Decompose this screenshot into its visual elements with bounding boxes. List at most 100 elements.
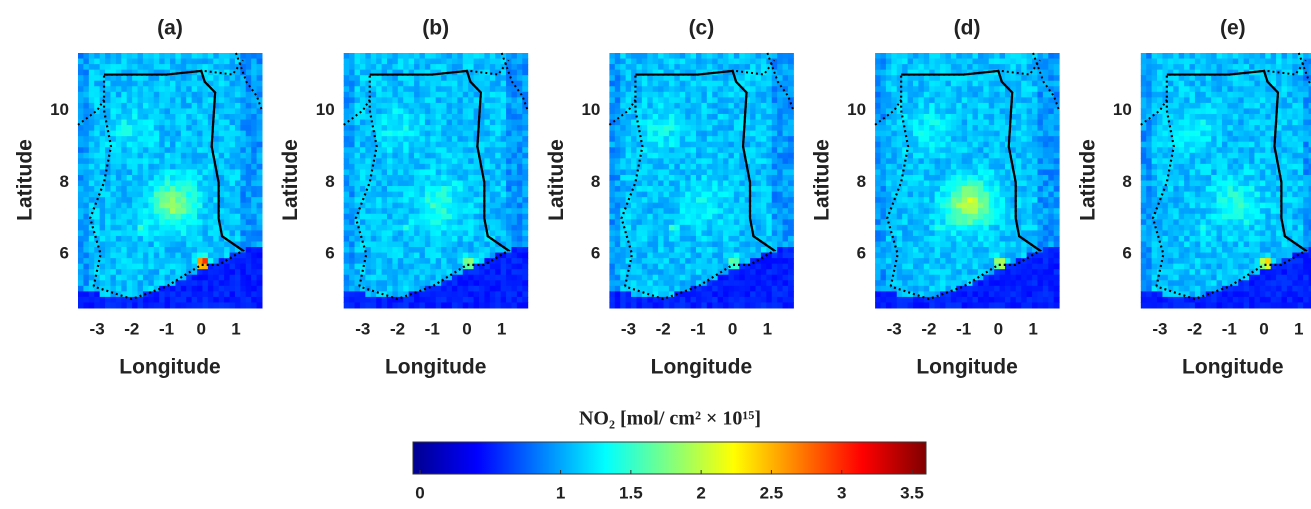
heat-cell [230, 230, 236, 236]
heat-cell [419, 225, 425, 231]
heat-cell [891, 92, 897, 98]
heat-cell [230, 164, 236, 170]
heat-cell [664, 108, 670, 114]
heat-cell [881, 208, 887, 214]
heat-cell [707, 208, 713, 214]
heat-cell [246, 158, 252, 164]
heat-cell [181, 75, 187, 81]
heat-cell [723, 86, 729, 92]
heat-cell [734, 286, 740, 292]
heat-cell [517, 253, 523, 259]
heat-cell [463, 247, 469, 253]
heat-cell [371, 264, 377, 270]
heat-cell [707, 230, 713, 236]
heat-cell [240, 236, 246, 242]
heat-cell [897, 247, 903, 253]
heat-cell [691, 64, 697, 70]
heat-cell [620, 269, 626, 275]
heat-cell [100, 247, 106, 253]
heat-cell [110, 203, 116, 209]
heat-cell [436, 103, 442, 109]
heat-cell [202, 241, 208, 247]
heat-cell [609, 103, 615, 109]
heat-cell [777, 147, 783, 153]
heat-cell [669, 59, 675, 65]
heat-cell [457, 297, 463, 303]
heat-cell [756, 136, 762, 142]
heat-cell [447, 219, 453, 225]
heat-cell [387, 302, 393, 308]
heat-cell [192, 153, 198, 159]
heat-cell [457, 164, 463, 170]
heat-cell [674, 253, 680, 259]
heat-cell [490, 291, 496, 297]
heat-cell [419, 153, 425, 159]
heat-cell [457, 125, 463, 131]
heat-cell [403, 153, 409, 159]
heat-cell [436, 125, 442, 131]
heat-cell [436, 230, 442, 236]
heat-cell [647, 225, 653, 231]
heat-cell [121, 136, 127, 142]
heat-cell [511, 253, 517, 259]
heat-cell [143, 302, 149, 308]
heat-cell [170, 136, 176, 142]
heat-cell [766, 75, 772, 81]
heat-cell [409, 53, 415, 59]
heat-cell [382, 75, 388, 81]
heat-cell [116, 59, 122, 65]
heat-cell [355, 147, 361, 153]
heat-cell [642, 286, 648, 292]
heat-cell [355, 175, 361, 181]
heat-cell [669, 297, 675, 303]
heat-cell [506, 208, 512, 214]
heat-cell [506, 302, 512, 308]
heat-cell [897, 136, 903, 142]
heat-cell [463, 125, 469, 131]
heat-cell [891, 175, 897, 181]
heat-cell [696, 208, 702, 214]
heat-cell [511, 241, 517, 247]
heat-cell [78, 142, 84, 148]
x-tick-label: 0 [462, 319, 471, 338]
heat-cell [447, 280, 453, 286]
heat-cell [240, 175, 246, 181]
heat-cell [132, 97, 138, 103]
heat-cell [186, 169, 192, 175]
heat-cell [468, 86, 474, 92]
heat-cell [78, 186, 84, 192]
heat-cell [680, 147, 686, 153]
heat-cell [143, 169, 149, 175]
heat-cell [766, 297, 772, 303]
heat-cell [257, 53, 263, 59]
heat-cell [658, 186, 664, 192]
heat-cell [132, 86, 138, 92]
heat-cell [425, 275, 431, 281]
heat-cell [495, 158, 501, 164]
heat-cell [707, 125, 713, 131]
heat-cell [517, 131, 523, 137]
heat-cell [148, 97, 154, 103]
heat-cell [777, 258, 783, 264]
heat-cell [240, 153, 246, 159]
heat-cell [414, 253, 420, 259]
heat-cell [691, 186, 697, 192]
heat-cell [685, 258, 691, 264]
heat-cell [707, 97, 713, 103]
heat-cell [691, 81, 697, 87]
heat-cell [669, 192, 675, 198]
heat-cell [132, 291, 138, 297]
heat-cell [495, 269, 501, 275]
heat-cell [78, 247, 84, 253]
heat-cell [197, 197, 203, 203]
heat-cell [501, 186, 507, 192]
heat-cell [674, 142, 680, 148]
heat-cell [783, 236, 789, 242]
heat-cell [886, 147, 892, 153]
heat-cell [511, 97, 517, 103]
heat-cell [463, 219, 469, 225]
heat-cell [766, 236, 772, 242]
heat-cell [355, 108, 361, 114]
heat-cell [463, 230, 469, 236]
heat-cell [745, 147, 751, 153]
